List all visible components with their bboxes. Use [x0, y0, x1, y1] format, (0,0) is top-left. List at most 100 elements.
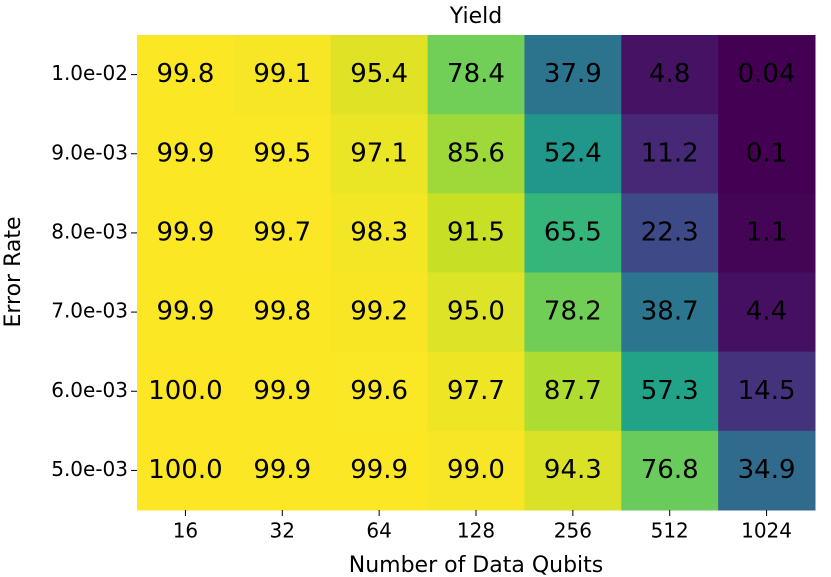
- heatmap-cell: [621, 351, 719, 432]
- heatmap-cell: [524, 193, 622, 273]
- cell-label: 76.8: [641, 455, 699, 485]
- heatmap-cell: [718, 430, 816, 511]
- x-tick-label: 64: [366, 519, 391, 543]
- cell-label: 99.1: [253, 59, 311, 89]
- heatmap-cell: [330, 35, 429, 115]
- cell-label: 99.7: [253, 217, 311, 247]
- heatmap-cell: [427, 351, 525, 432]
- y-tick-label: 8.0e-03: [51, 219, 128, 243]
- cell-label: 100.0: [148, 376, 222, 406]
- heatmap-cell: [330, 193, 429, 273]
- cell-label: 91.5: [447, 217, 505, 247]
- cell-label: 87.7: [544, 376, 602, 406]
- heatmap-cell: [524, 351, 622, 432]
- cell-label: 95.4: [350, 59, 408, 89]
- y-tick-label: 5.0e-03: [51, 457, 128, 481]
- heatmap-cell: [718, 272, 816, 353]
- chart-title: Yield: [449, 4, 502, 29]
- cell-label: 99.0: [447, 455, 505, 485]
- heatmap-cell: [137, 193, 235, 273]
- y-tick-label: 9.0e-03: [51, 140, 128, 164]
- heatmap-cell: [233, 114, 332, 194]
- heatmap-cell: [718, 35, 816, 115]
- heatmap-cell: [233, 430, 332, 511]
- cell-label: 11.2: [641, 138, 699, 168]
- cell-label: 22.3: [641, 217, 699, 247]
- cell-label: 98.3: [350, 217, 408, 247]
- heatmap-cell: [718, 351, 816, 432]
- heatmap-cell: [330, 430, 429, 511]
- heatmap-cell: [137, 114, 235, 194]
- cell-label: 4.4: [746, 297, 787, 327]
- heatmap-cell: [427, 430, 525, 511]
- heatmap-cell: [137, 351, 235, 432]
- cell-label: 99.9: [156, 297, 214, 327]
- x-tick-label: 128: [457, 519, 495, 543]
- cell-label: 4.8: [649, 59, 690, 89]
- heatmap-cell: [137, 272, 235, 353]
- cell-label: 99.9: [253, 455, 311, 485]
- heatmap-cell: [524, 430, 622, 511]
- heatmap-cell: [137, 35, 235, 115]
- heatmap-cell: [233, 351, 332, 432]
- y-tick-label: 6.0e-03: [51, 378, 128, 402]
- cell-label: 99.9: [156, 217, 214, 247]
- x-tick-label: 16: [173, 519, 198, 543]
- x-axis-title: Number of Data Qubits: [349, 553, 604, 577]
- cell-label: 85.6: [447, 138, 505, 168]
- heatmap-cell: [427, 272, 525, 353]
- cell-label: 99.5: [253, 138, 311, 168]
- heatmap-cell: [233, 272, 332, 353]
- heatmap-cell: [427, 114, 525, 194]
- heatmap-cell: [427, 193, 525, 273]
- heatmap-cell: [621, 35, 719, 115]
- cell-label: 99.2: [350, 297, 408, 327]
- cell-label: 99.9: [350, 455, 408, 485]
- heatmap-cell: [233, 35, 332, 115]
- heatmap-cell: [524, 35, 622, 115]
- cell-label: 0.1: [746, 138, 787, 168]
- x-tick-label: 256: [554, 519, 592, 543]
- cell-label: 95.0: [447, 297, 505, 327]
- cell-label: 38.7: [641, 297, 699, 327]
- y-axis-title: Error Rate: [1, 216, 26, 327]
- heatmap-cell: [330, 272, 429, 353]
- heatmap-cell: [718, 114, 816, 194]
- cell-label: 1.1: [746, 217, 787, 247]
- cell-label: 99.9: [253, 376, 311, 406]
- heatmap-cell: [621, 430, 719, 511]
- heatmap-cell: [621, 114, 719, 194]
- cell-label: 99.6: [350, 376, 408, 406]
- x-tick-label: 32: [270, 519, 295, 543]
- y-tick-label: 1.0e-02: [51, 61, 128, 85]
- cell-label: 99.8: [156, 59, 214, 89]
- cell-label: 14.5: [738, 376, 796, 406]
- heatmap-cell: [524, 114, 622, 194]
- cell-label: 78.2: [544, 297, 602, 327]
- cell-label: 99.8: [253, 297, 311, 327]
- cell-label: 37.9: [544, 59, 602, 89]
- heatmap-cell: [718, 193, 816, 273]
- heatmap-cell: [524, 272, 622, 353]
- heatmap-cell: [233, 193, 332, 273]
- cell-label: 34.9: [738, 455, 796, 485]
- heatmap-cell: [621, 193, 719, 273]
- x-tick-label: 512: [651, 519, 689, 543]
- heatmap-cell: [621, 272, 719, 353]
- cell-label: 0.04: [738, 59, 796, 89]
- cell-label: 97.7: [447, 376, 505, 406]
- cell-label: 57.3: [641, 376, 699, 406]
- cell-label: 65.5: [544, 217, 602, 247]
- heatmap-cell: [427, 35, 525, 115]
- cell-label: 52.4: [544, 138, 602, 168]
- cell-label: 94.3: [544, 455, 602, 485]
- cell-label: 99.9: [156, 138, 214, 168]
- heatmap-cell: [330, 351, 429, 432]
- heatmap-cell: [137, 430, 235, 511]
- y-tick-label: 7.0e-03: [51, 299, 128, 323]
- heatmap-cell: [330, 114, 429, 194]
- cell-label: 97.1: [350, 138, 408, 168]
- cell-label: 78.4: [447, 59, 505, 89]
